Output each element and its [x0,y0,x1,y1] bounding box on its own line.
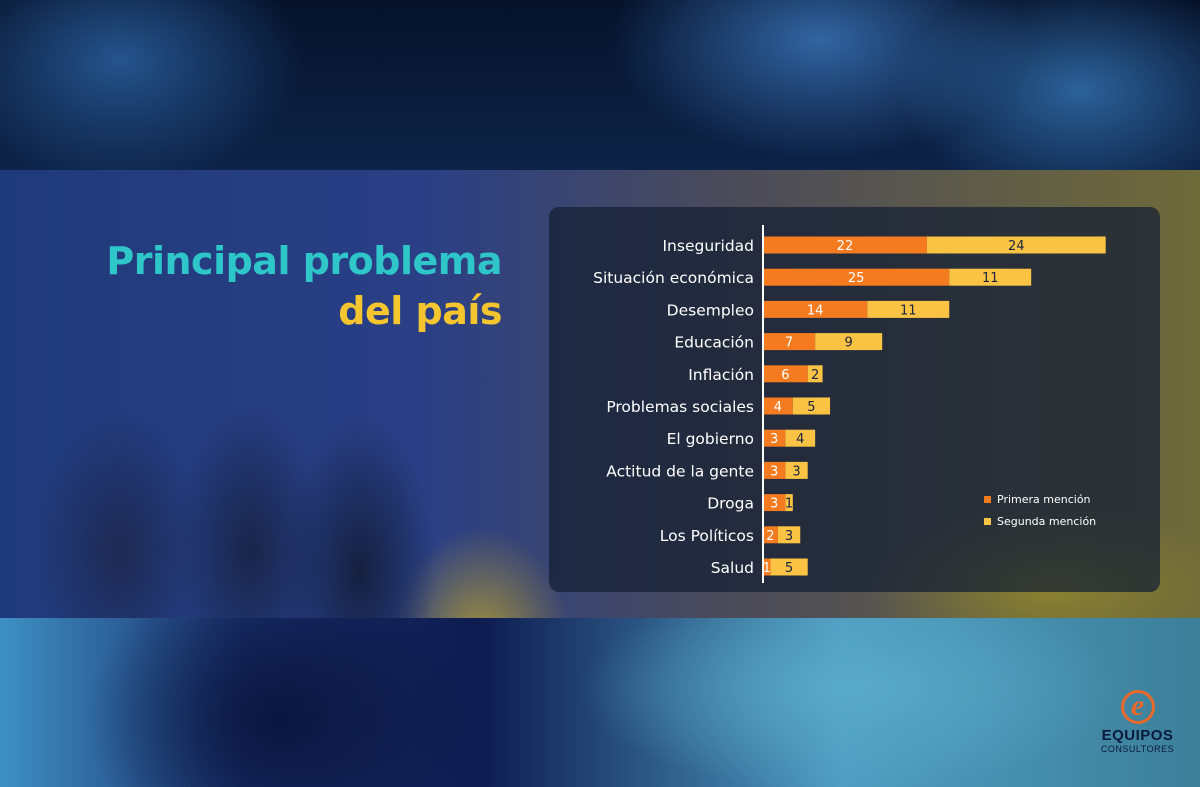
data-label-primera-mencion-actitud-de-la-gente: 3 [770,464,778,479]
data-label-primera-mencion-inseguridad: 22 [837,239,854,254]
title-line-1: Principal problema [106,239,502,283]
category-label-el-gobierno: El gobierno [667,430,754,448]
category-label-educacion: Educación [674,334,754,352]
company-logo: e EQUIPOS CONSULTORES [1090,689,1185,770]
logo-mark-letter: e [1130,689,1145,722]
logo-subtitle: CONSULTORES [1100,744,1175,754]
bar-primera-mencion-los-politicos [763,526,778,544]
bar-segunda-mencion-desempleo [867,300,950,318]
legend: Primera mención Segunda mención [984,488,1096,532]
data-label-primera-mencion-problemas-sociales: 4 [774,400,782,415]
category-label-droga: Droga [707,495,754,513]
category-label-situacion-economica: Situación económica [593,269,754,287]
bar-segunda-mencion-los-politicos [777,526,801,544]
bar-segunda-mencion-situacion-economica [949,268,1032,286]
data-label-primera-mencion-situacion-economica: 25 [848,271,865,286]
bar-primera-mencion-educacion [763,333,816,351]
bar-segunda-mencion-inflacion [807,365,823,383]
data-label-segunda-mencion-problemas-sociales: 5 [807,400,815,415]
legend-swatch-primera [984,495,991,503]
data-label-segunda-mencion-actitud-de-la-gente: 3 [792,464,800,479]
bar-primera-mencion-situacion-economica [763,268,950,286]
bar-segunda-mencion-salud [770,558,808,576]
bar-segunda-mencion-el-gobierno [785,429,816,447]
background-bottom [0,618,1200,787]
legend-item-segunda: Segunda mención [984,510,1096,532]
bar-primera-mencion-inflacion [763,365,808,383]
data-label-primera-mencion-desempleo: 14 [807,303,824,318]
chart-title: Principal problema del país [106,236,502,336]
bar-primera-mencion-problemas-sociales [763,397,793,415]
data-label-segunda-mencion-droga: 1 [785,497,793,512]
data-label-segunda-mencion-desempleo: 11 [900,303,917,318]
data-label-segunda-mencion-situacion-economica: 11 [982,271,999,286]
data-label-primera-mencion-inflacion: 6 [781,368,789,383]
bar-segunda-mencion-problemas-sociales [792,397,831,415]
bar-segunda-mencion-droga [785,494,793,512]
legend-item-primera: Primera mención [984,488,1096,510]
data-label-segunda-mencion-educacion: 9 [845,336,853,351]
bar-primera-mencion-el-gobierno [763,429,786,447]
category-label-salud: Salud [711,559,754,577]
data-label-primera-mencion-el-gobierno: 3 [770,432,778,447]
bar-segunda-mencion-inseguridad [926,236,1106,254]
bar-segunda-mencion-educacion [815,333,883,351]
bar-primera-mencion-inseguridad [763,236,927,254]
logo-name: EQUIPOS [1101,727,1174,744]
bar-primera-mencion-salud [763,558,771,576]
legend-label-primera: Primera mención [997,492,1091,506]
data-label-primera-mencion-droga: 3 [770,497,778,512]
category-label-problemas-sociales: Problemas sociales [606,398,754,416]
data-label-segunda-mencion-salud: 5 [785,561,793,576]
title-line-2: del país [338,289,502,333]
bar-primera-mencion-actitud-de-la-gente [763,461,786,479]
data-label-segunda-mencion-los-politicos: 3 [785,529,793,544]
data-label-segunda-mencion-inflacion: 2 [811,368,819,383]
bar-segunda-mencion-actitud-de-la-gente [785,461,808,479]
bar-primera-mencion-desempleo [763,300,868,318]
data-label-primera-mencion-educacion: 7 [785,336,793,351]
logo-mark-icon: e [1120,689,1155,724]
legend-swatch-segunda [984,517,991,525]
background-top [0,0,1200,170]
bar-primera-mencion-droga [763,494,786,512]
legend-label-segunda: Segunda mención [997,514,1097,528]
category-label-inseguridad: Inseguridad [662,237,754,255]
data-label-segunda-mencion-el-gobierno: 4 [796,432,804,447]
category-label-los-politicos: Los Políticos [660,527,754,545]
data-label-primera-mencion-los-politicos: 2 [766,529,774,544]
category-label-inflacion: Inflación [688,366,754,384]
data-label-primera-mencion-salud: 1 [763,561,771,576]
data-label-segunda-mencion-inseguridad: 24 [1008,239,1025,254]
category-label-actitud-de-la-gente: Actitud de la gente [606,462,754,480]
category-label-desempleo: Desempleo [667,301,754,319]
